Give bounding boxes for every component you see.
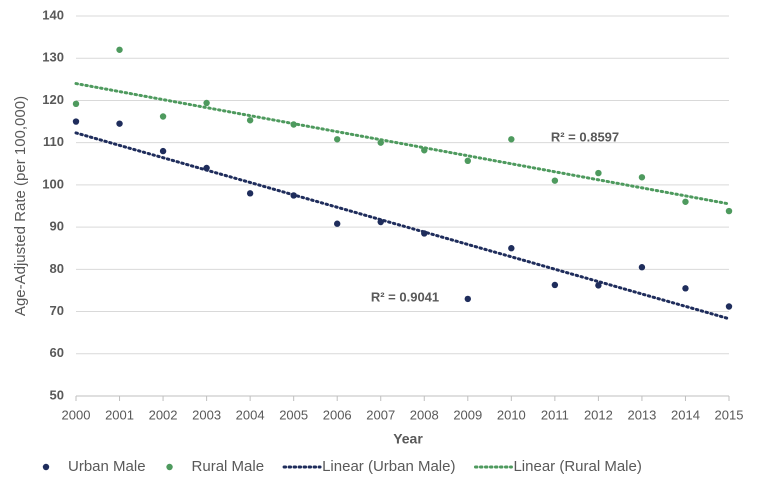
y-tick-label: 130: [42, 50, 64, 65]
legend-label: Urban Male: [68, 458, 146, 475]
legend-marker: [42, 463, 50, 471]
x-tick-label: 2010: [497, 407, 526, 422]
trendline: [74, 131, 731, 321]
y-tick-label: 100: [42, 176, 64, 191]
r-squared-label: R² = 0.8597: [551, 129, 619, 144]
x-tick-label: 2007: [366, 407, 395, 422]
data-point: [246, 117, 254, 124]
x-tick-label: 2002: [149, 407, 178, 422]
data-point: [72, 118, 80, 125]
legend-label: Linear (Rural Male): [513, 458, 641, 475]
x-tick-label: 2005: [279, 407, 308, 422]
data-point: [725, 207, 733, 215]
data-point: [116, 46, 123, 53]
y-tick-label: 120: [42, 92, 64, 107]
data-point: [334, 220, 341, 227]
y-tick-label: 110: [43, 134, 64, 149]
data-point: [551, 177, 559, 184]
data-point: [682, 285, 689, 292]
x-tick-label: 2008: [410, 407, 439, 422]
data-point: [595, 282, 602, 289]
x-tick-label: 2004: [236, 407, 265, 422]
data-point: [638, 174, 646, 181]
y-tick-label: 80: [50, 261, 64, 276]
y-tick-label: 60: [50, 345, 64, 360]
legend-label: Linear (Urban Male): [322, 458, 455, 475]
data-point: [682, 198, 689, 205]
data-point: [595, 169, 602, 177]
legend-label: Rural Male: [192, 458, 265, 475]
y-tick-label: 50: [50, 387, 64, 402]
data-point: [334, 136, 341, 143]
data-point: [72, 100, 80, 108]
x-tick-label: 2006: [323, 407, 352, 422]
x-tick-label: 2003: [192, 407, 221, 422]
x-tick-label: 2012: [584, 407, 613, 422]
x-tick-label: 2013: [627, 407, 656, 422]
x-tick-label: 2011: [541, 407, 569, 422]
y-tick-label: 140: [42, 7, 64, 22]
trendline: [74, 82, 731, 206]
x-axis-title: Year: [393, 431, 423, 447]
data-point: [159, 147, 167, 155]
data-point: [551, 281, 559, 289]
data-point: [464, 157, 471, 165]
x-tick-label: 2015: [715, 407, 744, 422]
data-point: [116, 120, 123, 127]
r-squared-label: R² = 0.9041: [371, 289, 439, 304]
x-tick-label: 2000: [62, 407, 91, 422]
data-point: [508, 245, 515, 252]
y-tick-label: 90: [50, 219, 64, 234]
data-point: [246, 190, 254, 197]
x-tick-label: 2001: [105, 407, 134, 422]
x-tick-label: 2014: [671, 407, 700, 422]
data-point: [638, 264, 646, 271]
legend-marker: [166, 463, 173, 471]
data-point: [159, 113, 167, 120]
data-point: [203, 99, 210, 107]
y-tick-label: 70: [50, 303, 64, 318]
data-point: [464, 295, 471, 303]
x-tick-label: 2009: [453, 407, 482, 422]
y-axis-title: Age-Adjusted Rate (per 100,000): [12, 96, 29, 316]
data-point: [508, 136, 515, 143]
data-point: [725, 303, 733, 310]
